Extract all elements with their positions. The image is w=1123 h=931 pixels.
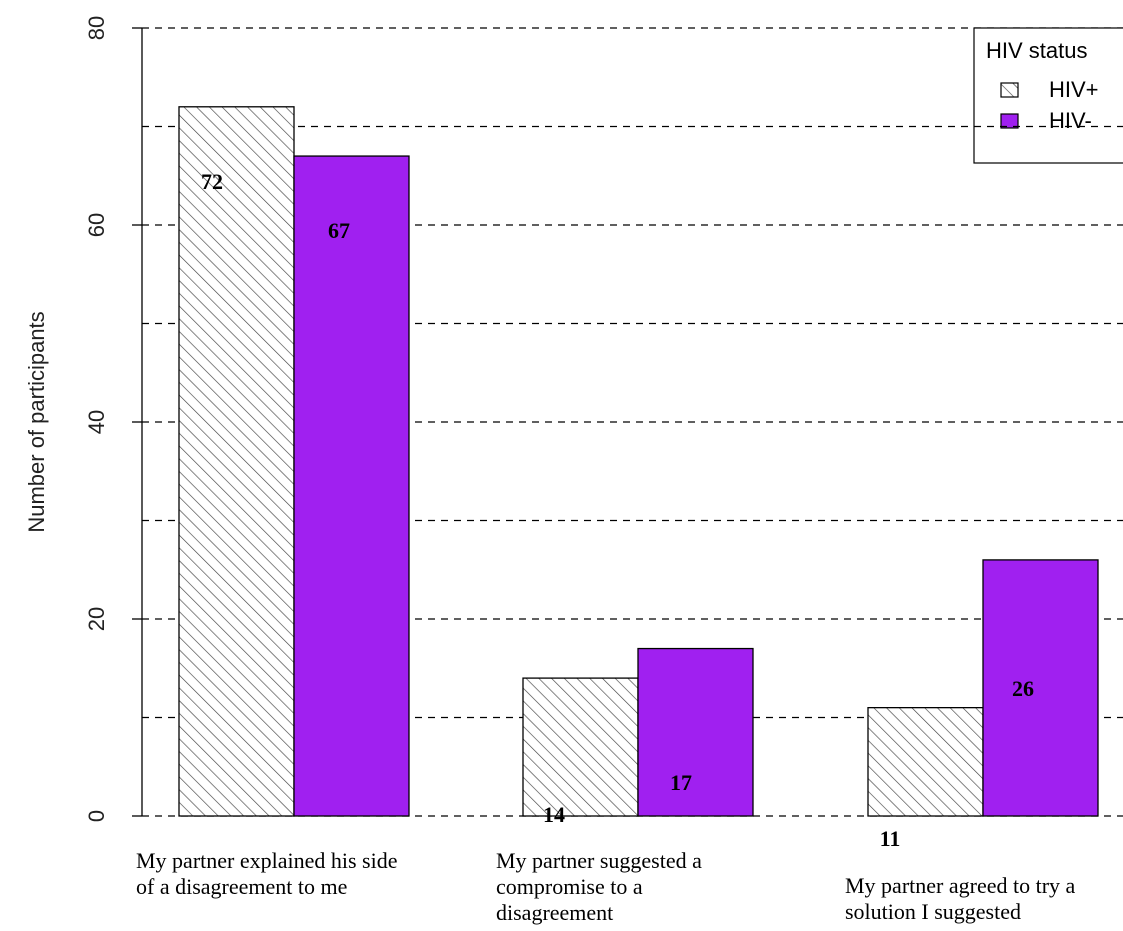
category-label: My partner explained his side of a disagr… xyxy=(136,848,398,899)
bar-hiv-positive xyxy=(178,106,295,817)
data-label: 17 xyxy=(670,770,692,795)
y-tick-label: 0 xyxy=(84,810,109,822)
y-tick-label: 20 xyxy=(84,607,109,631)
bar-hiv-negative xyxy=(293,155,410,817)
y-tick-label: 40 xyxy=(84,410,109,434)
legend-entry: HIV+ xyxy=(1049,77,1099,102)
y-axis-title: Number of participants xyxy=(24,311,49,532)
bar-hiv-positive xyxy=(867,707,984,817)
y-tick-label: 60 xyxy=(84,213,109,237)
legend-title: HIV status xyxy=(986,38,1087,63)
legend-swatch-hiv-negative xyxy=(1000,113,1019,129)
data-label: 67 xyxy=(328,218,350,243)
category-label-line: My partner suggested a xyxy=(496,848,702,873)
category-label-line: solution I suggested xyxy=(845,899,1021,924)
category-label-line: My partner agreed to try a xyxy=(845,873,1076,898)
category-label: My partner agreed to try a solution I sug… xyxy=(845,873,1076,924)
category-label-line: disagreement xyxy=(496,900,613,925)
category-label-line: of a disagreement to me xyxy=(136,874,347,899)
bar-hiv-negative xyxy=(637,647,754,817)
bar-hiv-positive xyxy=(522,677,639,817)
data-label: 26 xyxy=(1012,676,1034,701)
legend-entry: HIV- xyxy=(1049,108,1092,133)
category-label-line: compromise to a xyxy=(496,874,643,899)
y-tick-label: 80 xyxy=(84,16,109,40)
data-label: 72 xyxy=(201,169,223,194)
data-label: 11 xyxy=(880,826,901,851)
bar-hiv-negative xyxy=(982,559,1099,817)
category-label-line: My partner explained his side xyxy=(136,848,398,873)
data-label: 14 xyxy=(543,802,565,827)
category-label: My partner suggested a compromise to a dis… xyxy=(496,848,702,925)
legend-swatch-hiv-positive xyxy=(1000,82,1019,98)
legend-box xyxy=(973,27,1123,164)
